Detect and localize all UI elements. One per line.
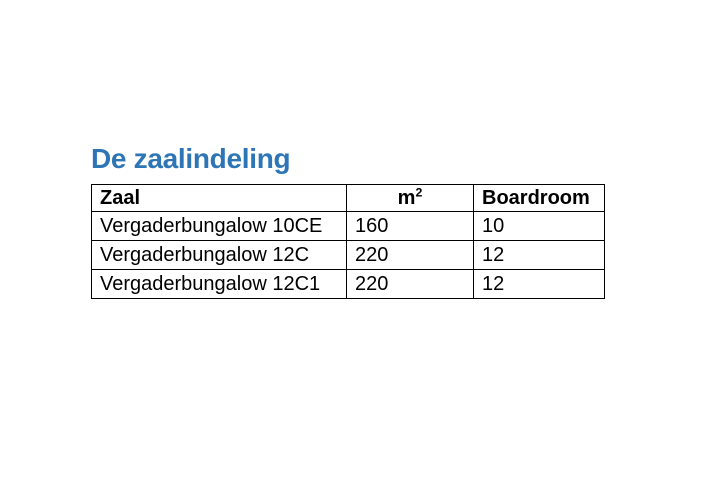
cell-m2: 160 [346,211,474,241]
cell-zaal: Vergaderbungalow 10CE [91,211,347,241]
table-row: Vergaderbungalow 12C1 220 12 [91,269,605,299]
m2-superscript: 2 [415,184,423,199]
cell-boardroom: 10 [473,211,605,241]
m2-label: m [397,186,416,209]
cell-m2: 220 [346,269,474,299]
cell-m2: 220 [346,240,474,270]
cell-zaal: Vergaderbungalow 12C [91,240,347,270]
page-title: De zaalindeling [91,143,291,174]
cell-zaal: Vergaderbungalow 12C1 [91,269,347,299]
table-row: Vergaderbungalow 12C 220 12 [91,240,605,270]
cell-boardroom: 12 [473,240,605,270]
table-row: Vergaderbungalow 10CE 160 10 [91,211,605,241]
cell-boardroom: 12 [473,269,605,299]
column-header-boardroom: Boardroom [473,184,605,212]
column-header-zaal: Zaal [91,184,347,212]
room-layout-table: Zaal m2 Boardroom Vergaderbungalow 10CE … [91,184,605,299]
table-header-row: Zaal m2 Boardroom [91,184,605,212]
column-header-m2: m2 [346,184,474,212]
